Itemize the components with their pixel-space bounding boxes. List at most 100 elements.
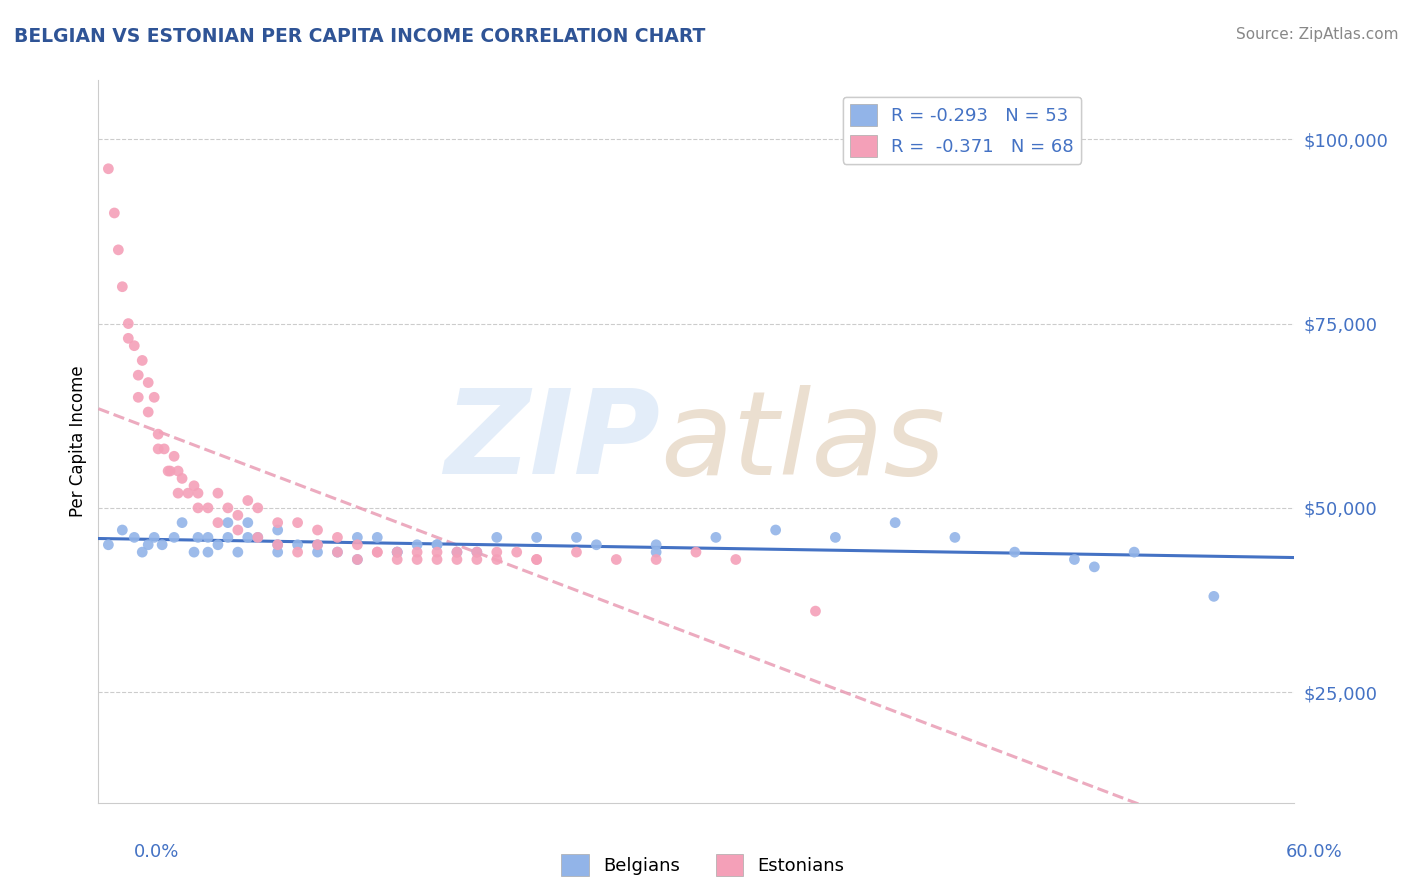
Text: BELGIAN VS ESTONIAN PER CAPITA INCOME CORRELATION CHART: BELGIAN VS ESTONIAN PER CAPITA INCOME CO… <box>14 27 706 45</box>
Point <box>1123 545 1146 559</box>
Point <box>385 552 409 566</box>
Point <box>246 530 269 544</box>
Point <box>167 464 190 478</box>
Point <box>236 516 259 530</box>
Point <box>267 545 290 559</box>
Point <box>226 508 249 523</box>
Point <box>426 545 449 559</box>
Text: Source: ZipAtlas.com: Source: ZipAtlas.com <box>1236 27 1399 42</box>
Point <box>136 405 159 419</box>
Point <box>884 516 907 530</box>
Point <box>187 486 209 500</box>
Point <box>307 545 329 559</box>
Point <box>804 604 827 618</box>
Point <box>1202 590 1225 604</box>
Point <box>585 538 607 552</box>
Point <box>143 390 166 404</box>
Point <box>406 552 429 566</box>
Point <box>943 530 966 544</box>
Point <box>685 545 707 559</box>
Point <box>226 523 249 537</box>
Point <box>446 552 468 566</box>
Point <box>426 538 449 552</box>
Point <box>148 442 170 456</box>
Point <box>97 538 120 552</box>
Point <box>246 500 269 515</box>
Point <box>346 538 368 552</box>
Point <box>406 538 429 552</box>
Point <box>526 552 548 566</box>
Text: atlas: atlas <box>661 384 945 499</box>
Point <box>406 545 429 559</box>
Legend: R = -0.293   N = 53, R =  -0.371   N = 68: R = -0.293 N = 53, R = -0.371 N = 68 <box>842 96 1081 164</box>
Point <box>267 523 290 537</box>
Point <box>366 545 388 559</box>
Point <box>172 471 194 485</box>
Point <box>485 552 508 566</box>
Point <box>385 545 409 559</box>
Point <box>183 545 205 559</box>
Point <box>287 538 309 552</box>
Point <box>246 530 269 544</box>
Text: ZIP: ZIP <box>444 384 661 499</box>
Point <box>167 486 190 500</box>
Point <box>107 243 129 257</box>
Point <box>103 206 125 220</box>
Point <box>465 552 488 566</box>
Point <box>217 530 239 544</box>
Point <box>526 552 548 566</box>
Point <box>172 516 194 530</box>
Point <box>124 530 146 544</box>
Point <box>366 545 388 559</box>
Point <box>465 545 488 559</box>
Point <box>124 339 146 353</box>
Point <box>207 486 229 500</box>
Point <box>187 530 209 544</box>
Point <box>136 538 159 552</box>
Point <box>506 545 529 559</box>
Point <box>217 500 239 515</box>
Point <box>645 545 668 559</box>
Point <box>485 545 508 559</box>
Point <box>565 530 588 544</box>
Point <box>148 427 170 442</box>
Point <box>177 486 200 500</box>
Point <box>267 516 290 530</box>
Point <box>207 538 229 552</box>
Point <box>163 530 186 544</box>
Point <box>136 376 159 390</box>
Point <box>326 530 349 544</box>
Point <box>326 545 349 559</box>
Point <box>645 552 668 566</box>
Point <box>150 538 173 552</box>
Text: 0.0%: 0.0% <box>134 843 179 861</box>
Point <box>287 516 309 530</box>
Point <box>131 545 153 559</box>
Text: 60.0%: 60.0% <box>1286 843 1343 861</box>
Point <box>307 538 329 552</box>
Point <box>565 545 588 559</box>
Point <box>446 545 468 559</box>
Point <box>163 450 186 464</box>
Point <box>366 530 388 544</box>
Point <box>307 523 329 537</box>
Point <box>153 442 176 456</box>
Point <box>426 552 449 566</box>
Point <box>267 538 290 552</box>
Point <box>117 331 139 345</box>
Point <box>465 545 488 559</box>
Point <box>446 545 468 559</box>
Point <box>197 500 219 515</box>
Point <box>326 545 349 559</box>
Point <box>143 530 166 544</box>
Point <box>307 538 329 552</box>
Point <box>217 516 239 530</box>
Point <box>236 530 259 544</box>
Point <box>131 353 153 368</box>
Point <box>385 545 409 559</box>
Point <box>127 390 149 404</box>
Point <box>97 161 120 176</box>
Point <box>1004 545 1026 559</box>
Point <box>267 538 290 552</box>
Point <box>157 464 180 478</box>
